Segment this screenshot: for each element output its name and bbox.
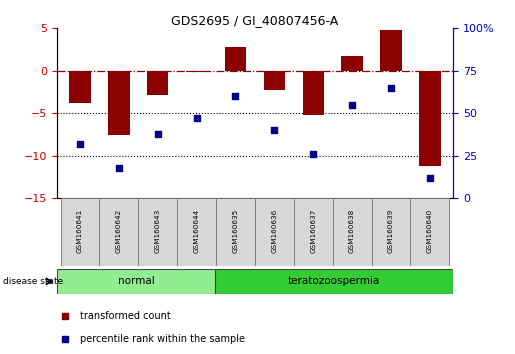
Bar bbox=[255, 198, 294, 266]
Bar bbox=[61, 198, 99, 266]
Bar bbox=[333, 198, 371, 266]
Bar bbox=[380, 30, 402, 71]
Bar bbox=[410, 198, 449, 266]
Text: GSM160638: GSM160638 bbox=[349, 209, 355, 253]
Text: transformed count: transformed count bbox=[80, 311, 171, 321]
Point bbox=[115, 165, 123, 171]
Point bbox=[60, 313, 68, 319]
Bar bbox=[371, 198, 410, 266]
Text: GSM160637: GSM160637 bbox=[310, 209, 316, 253]
Title: GDS2695 / GI_40807456-A: GDS2695 / GI_40807456-A bbox=[171, 14, 338, 27]
Bar bbox=[108, 71, 130, 135]
Text: percentile rank within the sample: percentile rank within the sample bbox=[80, 334, 246, 344]
Point bbox=[387, 85, 395, 91]
Bar bbox=[147, 71, 168, 95]
Point bbox=[426, 175, 434, 181]
Point bbox=[153, 131, 162, 137]
Text: GSM160640: GSM160640 bbox=[427, 209, 433, 253]
Text: normal: normal bbox=[117, 276, 154, 286]
Text: GSM160643: GSM160643 bbox=[154, 209, 161, 253]
Text: GSM160644: GSM160644 bbox=[194, 209, 200, 253]
Bar bbox=[57, 269, 215, 294]
Bar bbox=[264, 71, 285, 90]
Bar bbox=[419, 71, 440, 166]
Text: GSM160635: GSM160635 bbox=[232, 209, 238, 253]
Text: GSM160641: GSM160641 bbox=[77, 209, 83, 253]
Point bbox=[270, 127, 279, 133]
Bar bbox=[186, 71, 208, 73]
Bar bbox=[225, 47, 246, 71]
Point bbox=[348, 102, 356, 108]
Bar bbox=[302, 71, 324, 115]
Bar bbox=[70, 71, 91, 103]
Bar bbox=[99, 198, 139, 266]
Text: GSM160636: GSM160636 bbox=[271, 209, 278, 253]
Bar bbox=[341, 56, 363, 71]
Text: GSM160639: GSM160639 bbox=[388, 209, 394, 253]
Text: disease state: disease state bbox=[3, 277, 63, 286]
Text: teratozoospermia: teratozoospermia bbox=[288, 276, 381, 286]
Bar bbox=[294, 198, 333, 266]
Point bbox=[193, 115, 201, 121]
Text: GSM160642: GSM160642 bbox=[116, 209, 122, 253]
Bar bbox=[139, 198, 177, 266]
Bar bbox=[177, 198, 216, 266]
Point bbox=[76, 141, 84, 147]
Point bbox=[60, 336, 68, 342]
Bar bbox=[215, 269, 453, 294]
Point bbox=[309, 151, 317, 157]
Point bbox=[231, 93, 239, 99]
Bar bbox=[216, 198, 255, 266]
